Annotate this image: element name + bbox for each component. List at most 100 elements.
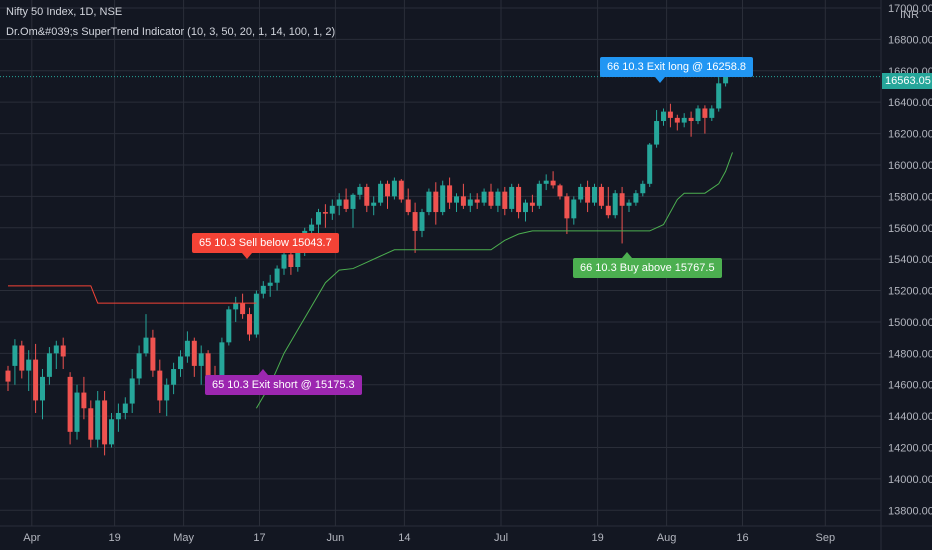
candle (667, 103, 673, 128)
candle-body (695, 108, 701, 122)
candle-body (371, 202, 377, 206)
candle-body (109, 419, 114, 445)
candle (336, 193, 342, 216)
candle-body (5, 370, 11, 382)
candle (481, 188, 487, 206)
candle-body (626, 202, 632, 206)
candle-body (53, 345, 59, 354)
candle-body (495, 191, 501, 206)
candle-body (178, 356, 183, 370)
price-tick-label: 14400.00 (888, 411, 932, 423)
supertrend-lines (8, 152, 733, 409)
candle (495, 188, 501, 213)
candle-body (467, 199, 473, 206)
candle (578, 183, 584, 203)
time-tick-label: Aug (657, 532, 677, 544)
candle-body (33, 359, 39, 401)
candle (543, 174, 549, 191)
candle (33, 343, 39, 413)
candle-body (619, 193, 625, 206)
candle (474, 193, 480, 209)
candle (53, 340, 59, 370)
candle (95, 391, 101, 448)
buy-signal-label: 66 10.3 Buy above 15767.5 (573, 252, 722, 278)
candle (633, 190, 639, 206)
exit-long-label: 66 10.3 Exit long @ 16258.8 (600, 57, 753, 83)
price-tick-label: 15400.00 (888, 254, 932, 266)
candle-body (661, 111, 666, 122)
candle-body (143, 337, 149, 354)
candle (240, 293, 246, 319)
candle (46, 347, 52, 385)
candle-body (336, 199, 342, 206)
candle (364, 183, 370, 213)
candle (253, 290, 259, 338)
chart-series (5, 70, 729, 456)
candle (447, 177, 453, 209)
candle (357, 183, 363, 200)
candle-body (184, 340, 190, 357)
time-tick-label: 14 (398, 532, 410, 544)
time-tick-label: 16 (736, 532, 748, 544)
candle (274, 265, 280, 291)
candle (509, 183, 515, 213)
candle-body (150, 337, 156, 371)
candle (398, 179, 404, 203)
candle-body (654, 121, 660, 145)
candle-body (288, 254, 294, 267)
candle-body (550, 180, 556, 186)
candle-body (723, 76, 729, 84)
candle-body (426, 191, 432, 213)
candle-body (129, 378, 135, 404)
candle (81, 376, 87, 420)
candle-body (157, 370, 163, 401)
candle (322, 204, 328, 228)
candle (716, 77, 722, 112)
price-tick-label: 14800.00 (888, 348, 932, 360)
candle-body (67, 376, 73, 432)
price-tick-label: 16400.00 (888, 97, 932, 109)
candle-body (316, 212, 321, 225)
candle-body (433, 191, 439, 213)
candle (164, 378, 170, 417)
candle (267, 274, 273, 297)
time-tick-label: Jun (327, 532, 345, 544)
candle (102, 391, 108, 456)
candle (550, 171, 556, 189)
candle-body (329, 205, 335, 214)
candle-body (350, 194, 356, 209)
candle (329, 199, 335, 220)
candle (122, 397, 128, 420)
supertrend-up-line (255, 152, 733, 409)
indicator-legend[interactable]: Dr.Om&#039;s SuperTrend Indicator (10, 3… (6, 26, 336, 38)
price-tick-label: 13800.00 (888, 505, 932, 517)
candle-body (281, 254, 287, 269)
candle (316, 208, 321, 235)
price-tick-label: 15800.00 (888, 191, 932, 203)
candle-body (81, 392, 87, 409)
candle-body (571, 199, 577, 219)
candle-body (412, 212, 418, 231)
candle-body (688, 117, 694, 122)
candle (647, 142, 653, 187)
candle-body (357, 186, 363, 195)
candle-body (267, 282, 273, 286)
candle (343, 188, 349, 213)
candle-body (454, 196, 459, 203)
candle-body (502, 191, 508, 209)
candle-body (12, 345, 18, 366)
candle-body (640, 183, 646, 194)
candle (557, 183, 563, 200)
candle-body (716, 83, 722, 109)
candle-body (136, 353, 142, 379)
candle-body (253, 293, 259, 335)
candle-body (564, 196, 570, 219)
candle-body (343, 199, 349, 209)
candle (184, 331, 190, 363)
candle (626, 199, 632, 213)
candle-body (440, 185, 446, 213)
candle (702, 105, 708, 134)
time-tick-label: 19 (108, 532, 120, 544)
candle-body (219, 342, 225, 385)
